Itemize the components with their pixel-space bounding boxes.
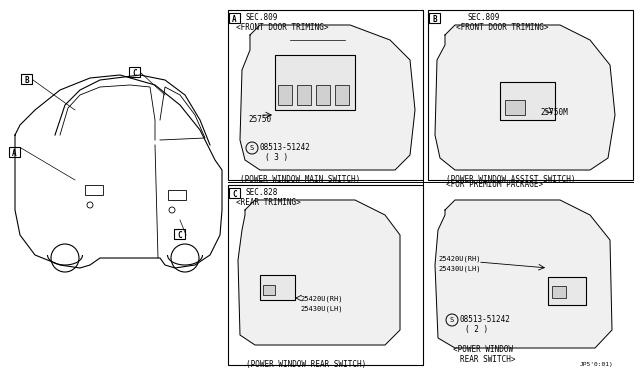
- Text: C: C: [232, 189, 237, 199]
- Polygon shape: [238, 200, 400, 345]
- Bar: [129, 67, 140, 77]
- Bar: [85, 185, 103, 195]
- FancyBboxPatch shape: [548, 277, 586, 305]
- Text: C: C: [132, 68, 137, 77]
- Bar: [552, 286, 566, 298]
- Text: (POWER WINDOW REAR SWITCH): (POWER WINDOW REAR SWITCH): [246, 360, 366, 369]
- Bar: [316, 85, 330, 105]
- Text: S: S: [250, 145, 254, 151]
- Text: (POWER WINDOW ASSIST SWITCH): (POWER WINDOW ASSIST SWITCH): [446, 175, 575, 184]
- Bar: [278, 85, 292, 105]
- Text: <FOR PREMIUM PACKAGE>: <FOR PREMIUM PACKAGE>: [446, 180, 543, 189]
- Text: B: B: [24, 76, 29, 84]
- Text: B: B: [432, 15, 437, 23]
- FancyBboxPatch shape: [500, 82, 555, 120]
- Bar: [297, 85, 311, 105]
- Text: 25420U(RH): 25420U(RH): [300, 295, 342, 301]
- Text: 08513-51242: 08513-51242: [260, 143, 311, 152]
- Polygon shape: [240, 25, 415, 170]
- Text: 25420U(RH): 25420U(RH): [438, 255, 481, 262]
- Bar: [9, 147, 20, 157]
- FancyBboxPatch shape: [275, 55, 355, 110]
- Polygon shape: [435, 25, 615, 170]
- Text: S: S: [450, 317, 454, 323]
- Text: 08513-51242: 08513-51242: [460, 315, 511, 324]
- Bar: [335, 85, 349, 105]
- Text: REAR SWITCH>: REAR SWITCH>: [460, 355, 515, 364]
- Text: SEC.809: SEC.809: [468, 13, 500, 22]
- Text: <FRONT DOOR TRIMING>: <FRONT DOOR TRIMING>: [456, 23, 548, 32]
- Bar: [174, 229, 185, 239]
- Text: C: C: [177, 231, 182, 240]
- Text: <FRONT DOOR TRIMING>: <FRONT DOOR TRIMING>: [236, 23, 328, 32]
- Bar: [429, 13, 440, 23]
- Text: <REAR TRIMING>: <REAR TRIMING>: [236, 198, 301, 207]
- Text: 25430U(LH): 25430U(LH): [300, 305, 342, 311]
- Text: A: A: [12, 148, 17, 157]
- Bar: [228, 10, 423, 180]
- Text: 25750M: 25750M: [540, 108, 568, 117]
- Text: SEC.809: SEC.809: [246, 13, 278, 22]
- Bar: [505, 100, 525, 115]
- Text: JP5'0:01): JP5'0:01): [580, 362, 614, 367]
- Bar: [168, 190, 186, 200]
- Text: SEC.828: SEC.828: [246, 188, 278, 197]
- Text: ( 3 ): ( 3 ): [265, 153, 288, 162]
- Text: (POWER WINDOW MAIN SWITCH): (POWER WINDOW MAIN SWITCH): [240, 175, 360, 184]
- Bar: [229, 13, 240, 23]
- Text: ( 2 ): ( 2 ): [465, 325, 488, 334]
- Polygon shape: [435, 200, 612, 348]
- FancyBboxPatch shape: [260, 275, 295, 300]
- Bar: [229, 188, 240, 198]
- Bar: [21, 74, 32, 84]
- Bar: [263, 285, 275, 295]
- Bar: [228, 185, 423, 365]
- Text: 25430U(LH): 25430U(LH): [438, 265, 481, 272]
- Bar: [428, 10, 633, 180]
- Text: <POWER WINDOW: <POWER WINDOW: [453, 345, 513, 354]
- Text: 25750: 25750: [248, 115, 271, 124]
- Text: A: A: [232, 15, 237, 23]
